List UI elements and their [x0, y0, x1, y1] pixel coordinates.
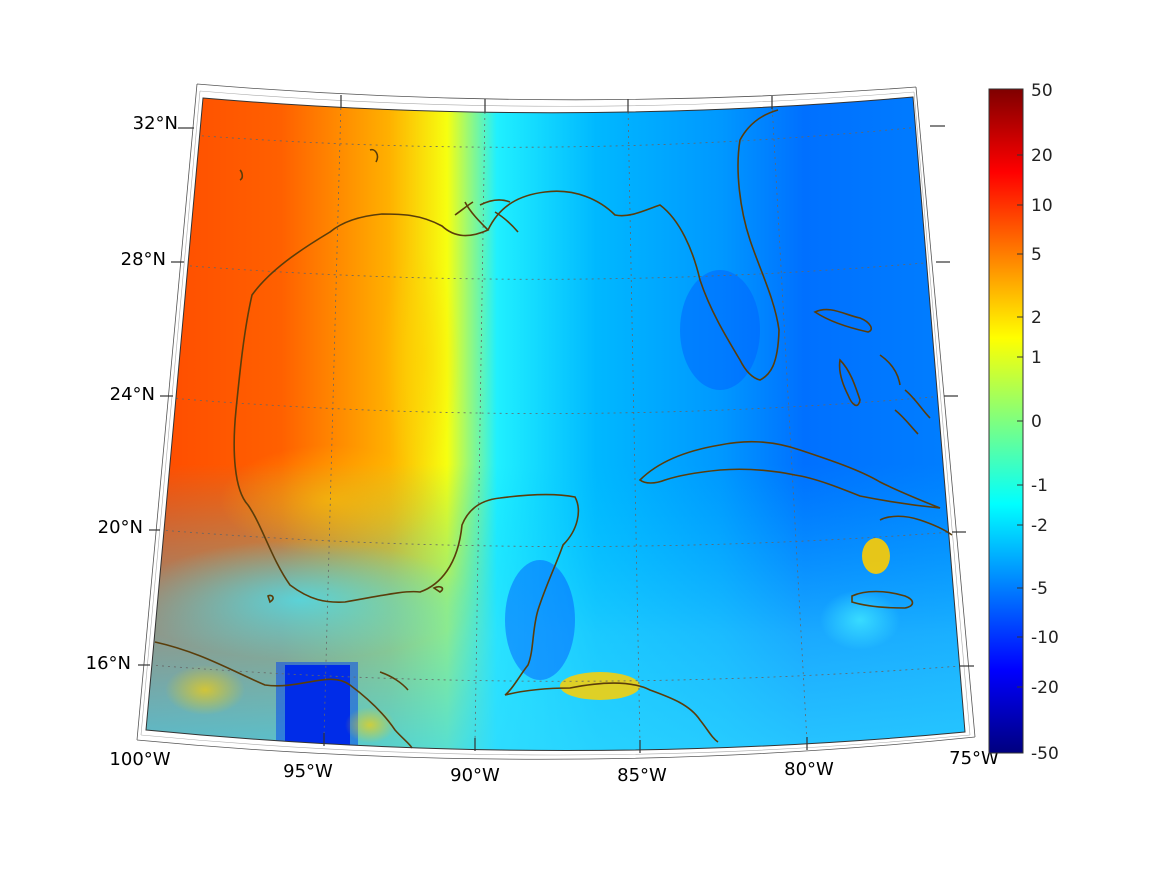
lon-label-100w: 100°W — [109, 749, 170, 770]
lon-label-85w: 85°W — [617, 765, 667, 786]
lon-label-95w: 95°W — [283, 761, 333, 782]
colorbar-label: -50 — [1031, 744, 1059, 764]
lon-label-90w: 90°W — [450, 765, 500, 786]
colorbar-label: 2 — [1031, 308, 1042, 328]
lat-label-28n: 28°N — [121, 249, 166, 270]
colorbar-label: 1 — [1031, 348, 1042, 368]
lat-label-16n: 16°N — [86, 653, 131, 674]
lat-label-24n: 24°N — [110, 384, 155, 405]
lon-label-75w: 75°W — [949, 748, 999, 769]
colorbar-label: -2 — [1031, 516, 1048, 536]
latitude-labels: 32°N 28°N 24°N 20°N 16°N — [86, 113, 178, 674]
colorbar-label: 0 — [1031, 412, 1042, 432]
colorbar-label: -10 — [1031, 628, 1059, 648]
coastlines — [154, 109, 953, 749]
colorbar-label: -5 — [1031, 579, 1048, 599]
colorbar-label: 5 — [1031, 245, 1042, 265]
graticule — [149, 101, 961, 746]
colorbar-label: 50 — [1031, 81, 1053, 101]
colorbar-label: -1 — [1031, 476, 1048, 496]
colorbar-label: -20 — [1031, 678, 1059, 698]
frame-ticks — [138, 95, 974, 753]
longitude-labels: 100°W 95°W 90°W 85°W 80°W 75°W — [109, 748, 999, 786]
map-border — [145, 96, 966, 752]
colorbar: 50 20 10 5 2 1 0 -1 -2 -5 -10 -20 -50 — [988, 81, 1059, 764]
colorbar-label: 20 — [1031, 146, 1053, 166]
lat-label-20n: 20°N — [98, 517, 143, 538]
honduras-positive-patch — [560, 672, 640, 700]
lat-label-32n: 32°N — [133, 113, 178, 134]
lon-label-80w: 80°W — [784, 759, 834, 780]
map-outer-frame — [136, 83, 976, 760]
data-field — [146, 97, 965, 751]
colorbar-label: 10 — [1031, 196, 1053, 216]
